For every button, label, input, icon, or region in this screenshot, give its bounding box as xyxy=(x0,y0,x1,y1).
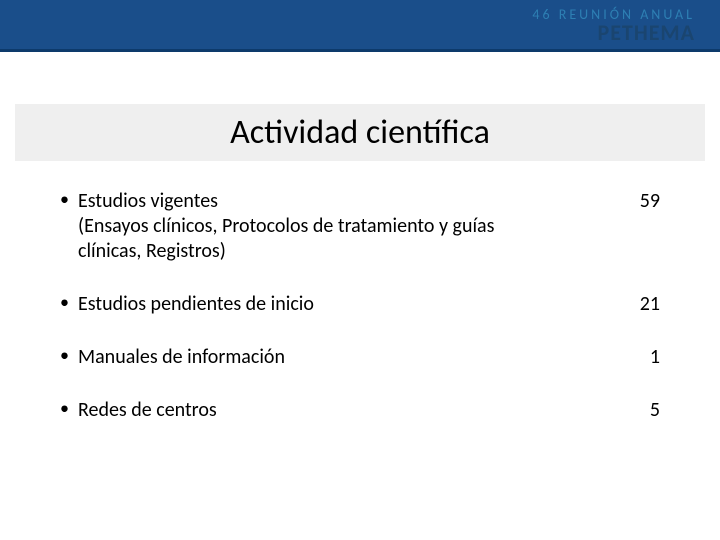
list-item-value: 1 xyxy=(620,345,660,369)
list-item-left: • Redes de centros xyxy=(60,398,217,423)
list-item-left: • Estudios pendientes de inicio xyxy=(60,292,314,317)
list-item-left: • Manuales de información xyxy=(60,345,285,370)
list-item: • Estudios vigentes (Ensayos clínicos, P… xyxy=(60,189,660,264)
list-item-text: Estudios vigentes (Ensayos clínicos, Pro… xyxy=(78,189,540,264)
list-item: • Estudios pendientes de inicio 21 xyxy=(60,292,660,317)
list-item-value: 21 xyxy=(620,292,660,316)
bullet-icon: • xyxy=(60,398,78,420)
list-item-text: Redes de centros xyxy=(78,398,217,423)
list-item: • Manuales de información 1 xyxy=(60,345,660,370)
content-list: • Estudios vigentes (Ensayos clínicos, P… xyxy=(0,161,720,423)
list-item-text: Manuales de información xyxy=(78,345,285,370)
list-item-label: Manuales de información xyxy=(78,345,285,369)
header-logo: 46 REUNIÓN ANUAL PETHEMA xyxy=(532,8,695,44)
list-item-sub: (Ensayos clínicos, Protocolos de tratami… xyxy=(78,214,540,264)
list-item-text: Estudios pendientes de inicio xyxy=(78,292,314,317)
header-brand: PETHEMA xyxy=(532,22,695,44)
list-item-value: 59 xyxy=(620,189,660,213)
bullet-icon: • xyxy=(60,189,78,211)
title-bar: Actividad científica xyxy=(15,104,705,161)
bullet-icon: • xyxy=(60,345,78,367)
bullet-icon: • xyxy=(60,292,78,314)
list-item-value: 5 xyxy=(620,398,660,422)
list-item-label: Estudios vigentes xyxy=(78,189,218,213)
list-item: • Redes de centros 5 xyxy=(60,398,660,423)
page-title: Actividad científica xyxy=(230,112,490,153)
list-item-left: • Estudios vigentes (Ensayos clínicos, P… xyxy=(60,189,540,264)
list-item-label: Estudios pendientes de inicio xyxy=(78,292,314,316)
list-item-label: Redes de centros xyxy=(78,398,217,422)
